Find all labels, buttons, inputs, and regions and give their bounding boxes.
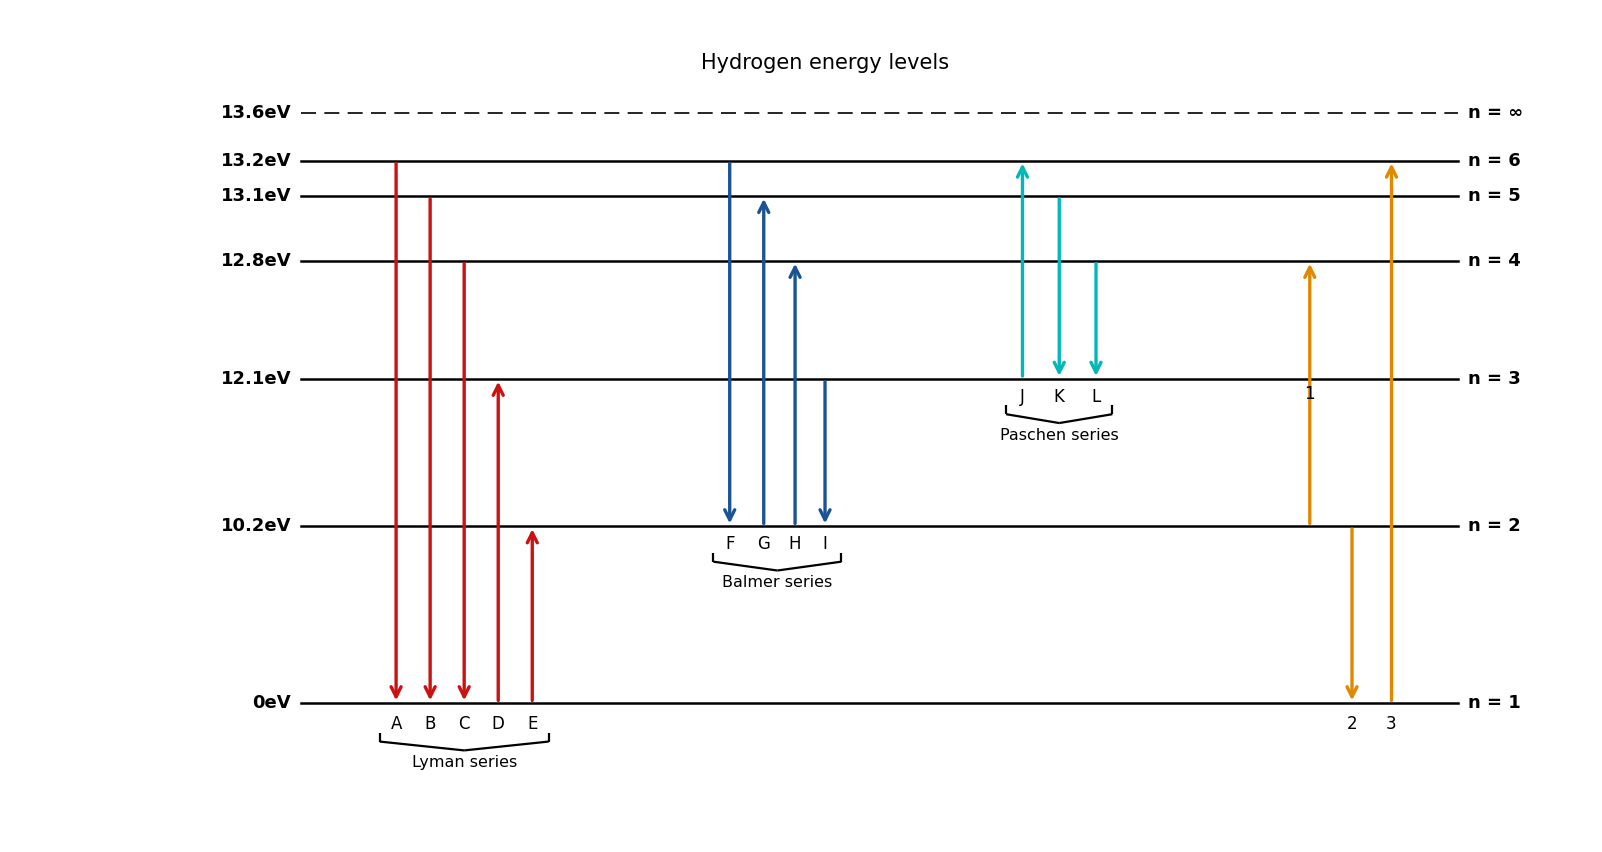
Text: J: J xyxy=(1020,388,1025,406)
Text: Hydrogen energy levels: Hydrogen energy levels xyxy=(702,53,948,73)
Text: H: H xyxy=(788,535,801,553)
Text: n = 4: n = 4 xyxy=(1467,252,1520,270)
Text: 1: 1 xyxy=(1304,384,1315,402)
Text: n = 3: n = 3 xyxy=(1467,370,1520,388)
Text: C: C xyxy=(458,715,469,733)
Text: Paschen series: Paschen series xyxy=(1000,428,1118,443)
Text: 10.2eV: 10.2eV xyxy=(221,517,292,535)
Text: E: E xyxy=(527,715,537,733)
Text: n = ∞: n = ∞ xyxy=(1467,105,1524,123)
Text: L: L xyxy=(1091,388,1101,406)
Text: 2: 2 xyxy=(1347,715,1357,733)
Text: 12.8eV: 12.8eV xyxy=(221,252,292,270)
Text: 13.2eV: 13.2eV xyxy=(221,152,292,170)
Text: 13.1eV: 13.1eV xyxy=(221,187,292,205)
Text: I: I xyxy=(822,535,828,553)
Text: F: F xyxy=(726,535,734,553)
Text: Balmer series: Balmer series xyxy=(723,575,833,590)
Text: K: K xyxy=(1054,388,1065,406)
Text: 13.6eV: 13.6eV xyxy=(221,105,292,123)
Text: B: B xyxy=(425,715,436,733)
Text: 0eV: 0eV xyxy=(253,694,292,712)
Text: D: D xyxy=(492,715,505,733)
Text: 12.1eV: 12.1eV xyxy=(221,370,292,388)
Text: Lyman series: Lyman series xyxy=(412,755,517,770)
Text: G: G xyxy=(758,535,771,553)
Text: n = 5: n = 5 xyxy=(1467,187,1520,205)
Text: n = 2: n = 2 xyxy=(1467,517,1520,535)
Text: n = 6: n = 6 xyxy=(1467,152,1520,170)
Text: 3: 3 xyxy=(1386,715,1397,733)
Text: n = 1: n = 1 xyxy=(1467,694,1520,712)
Text: A: A xyxy=(391,715,402,733)
